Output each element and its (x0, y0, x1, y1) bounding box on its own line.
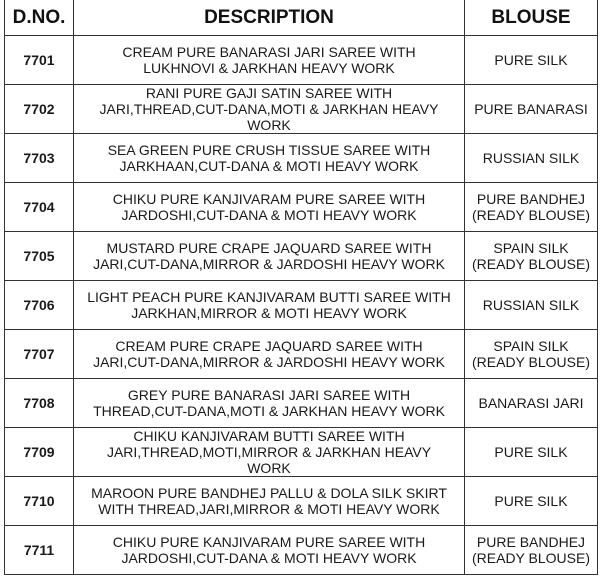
table-row: 7708 GREY PURE BANARASI JARI SAREE WITH TH… (4, 378, 598, 428)
description-line: JARI,CUT-DANA,MIRROR & JARDOSHI HEAVY WO… (93, 354, 445, 370)
table-row: 7704 CHIKU PURE KANJIVARAM PURE SAREE WIT… (4, 182, 598, 232)
blouse-cell: PURE BANDHEJ (READY BLOUSE) (464, 182, 598, 232)
description-line: JARDOSHI,CUT-DANA & MOTI HEAVY WORK (121, 207, 417, 223)
description-cell: MUSTARD PURE CRAPE JAQUARD SAREE WITH JAR… (73, 231, 465, 281)
description-line: THREAD,CUT-DANA,MOTI & JARKHAN HEAVY WOR… (93, 403, 445, 419)
design-number: 7711 (4, 525, 74, 575)
description-line: WORK (247, 460, 291, 476)
blouse-line: SPAIN SILK (493, 338, 569, 354)
saree-catalog-table: D.NO. DESCRIPTION BLOUSE 7701 CREAM PURE … (4, 0, 598, 575)
blouse-cell: SPAIN SILK (READY BLOUSE) (464, 231, 598, 281)
blouse-line: SPAIN SILK (493, 240, 569, 256)
table-row: 7702 RANI PURE GAJI SATIN SAREE WITH JARI,… (4, 84, 598, 134)
header-blouse: BLOUSE (464, 0, 598, 36)
description-cell: CHIKU PURE KANJIVARAM PURE SAREE WITH JAR… (73, 182, 465, 232)
description-cell: CREAM PURE CRAPE JAQUARD SAREE WITH JARI,… (73, 329, 465, 379)
table-row: 7711 CHIKU PURE KANJIVARAM PURE SAREE WIT… (4, 525, 598, 575)
table-row: 7705 MUSTARD PURE CRAPE JAQUARD SAREE WIT… (4, 231, 598, 281)
description-line: JARI,CUT-DANA,MIRROR & JARDOSHI HEAVY WO… (93, 256, 445, 272)
blouse-line: PURE BANARASI (474, 101, 588, 117)
design-number: 7702 (4, 84, 74, 134)
description-cell: LIGHT PEACH PURE KANJIVARAM BUTTI SAREE … (73, 280, 465, 330)
blouse-cell: PURE BANARASI (464, 84, 598, 134)
blouse-line: (READY BLOUSE) (472, 354, 590, 370)
blouse-cell: PURE SILK (464, 35, 598, 85)
table-row: 7706 LIGHT PEACH PURE KANJIVARAM BUTTI SA… (4, 280, 598, 330)
description-line: LUKHNOVI & JARKHAN HEAVY WORK (143, 60, 395, 76)
description-line: CREAM PURE BANARASI JARI SAREE WITH (122, 44, 416, 60)
header-row: D.NO. DESCRIPTION BLOUSE (4, 0, 598, 36)
table-row: 7701 CREAM PURE BANARASI JARI SAREE WITH L… (4, 35, 598, 85)
design-number: 7701 (4, 35, 74, 85)
blouse-line: (READY BLOUSE) (472, 550, 590, 566)
design-number: 7703 (4, 133, 74, 183)
design-number: 7708 (4, 378, 74, 428)
description-cell: SEA GREEN PURE CRUSH TISSUE SAREE WITH JA… (73, 133, 465, 183)
description-line: LIGHT PEACH PURE KANJIVARAM BUTTI SAREE … (87, 289, 451, 305)
description-line: RANI PURE GAJI SATIN SAREE WITH (145, 85, 393, 101)
blouse-line: PURE BANDHEJ (476, 534, 586, 550)
description-line: JARI,THREAD,MOTI,MIRROR & JARKHAN HEAVY (106, 444, 432, 460)
table-row: 7703 SEA GREEN PURE CRUSH TISSUE SAREE WI… (4, 133, 598, 183)
description-line: JARI,THREAD,CUT-DANA,MOTI & JARKHAN HEAV… (99, 101, 439, 117)
description-cell: CREAM PURE BANARASI JARI SAREE WITH LUKHN… (73, 35, 465, 85)
blouse-line: PURE SILK (494, 444, 568, 460)
blouse-cell: PURE BANDHEJ (READY BLOUSE) (464, 525, 598, 575)
header-description: DESCRIPTION (73, 0, 465, 36)
table-row: 7707 CREAM PURE CRAPE JAQUARD SAREE WITH J… (4, 329, 598, 379)
blouse-line: RUSSIAN SILK (482, 297, 580, 313)
description-line: JARKHAAN,CUT-DANA & MOTI HEAVY WORK (119, 158, 419, 174)
table-row: 7710 MAROON PURE BANDHEJ PALLU & DOLA SIL… (4, 476, 598, 526)
description-line: MAROON PURE BANDHEJ PALLU & DOLA SILK SK… (91, 485, 447, 501)
design-number: 7709 (4, 427, 74, 477)
blouse-cell: RUSSIAN SILK (464, 133, 598, 183)
description-line: CHIKU KANJIVARAM BUTTI SAREE WITH (133, 428, 405, 444)
blouse-line: RUSSIAN SILK (482, 150, 580, 166)
description-line: WORK (247, 117, 291, 133)
blouse-line: (READY BLOUSE) (472, 256, 590, 272)
description-line: JARDOSHI,CUT-DANA & MOTI HEAVY WORK (121, 550, 417, 566)
blouse-cell: BANARASI JARI (464, 378, 598, 428)
description-line: MUSTARD PURE CRAPE JAQUARD SAREE WITH (106, 240, 432, 256)
description-cell: RANI PURE GAJI SATIN SAREE WITH JARI,THRE… (73, 84, 465, 134)
header-dno: D.NO. (4, 0, 74, 36)
description-cell: MAROON PURE BANDHEJ PALLU & DOLA SILK SK… (73, 476, 465, 526)
blouse-cell: PURE SILK (464, 476, 598, 526)
description-cell: GREY PURE BANARASI JARI SAREE WITH THREAD… (73, 378, 465, 428)
design-number: 7704 (4, 182, 74, 232)
blouse-cell: RUSSIAN SILK (464, 280, 598, 330)
description-line: GREY PURE BANARASI JARI SAREE WITH (127, 387, 411, 403)
blouse-line: PURE BANDHEJ (476, 191, 586, 207)
description-line: CHIKU PURE KANJIVARAM PURE SAREE WITH (112, 191, 426, 207)
description-line: SEA GREEN PURE CRUSH TISSUE SAREE WITH (107, 142, 431, 158)
blouse-line: PURE SILK (494, 493, 568, 509)
description-line: JARKHAN,MIRROR & MOTI HEAVY WORK (131, 305, 407, 321)
blouse-line: (READY BLOUSE) (472, 207, 590, 223)
design-number: 7710 (4, 476, 74, 526)
description-cell: CHIKU PURE KANJIVARAM PURE SAREE WITH JAR… (73, 525, 465, 575)
blouse-line: PURE SILK (494, 52, 568, 68)
design-number: 7707 (4, 329, 74, 379)
description-cell: CHIKU KANJIVARAM BUTTI SAREE WITH JARI,TH… (73, 427, 465, 477)
description-line: CREAM PURE CRAPE JAQUARD SAREE WITH (115, 338, 423, 354)
design-number: 7705 (4, 231, 74, 281)
design-number: 7706 (4, 280, 74, 330)
blouse-cell: PURE SILK (464, 427, 598, 477)
table-body: 7701 CREAM PURE BANARASI JARI SAREE WITH L… (4, 35, 598, 575)
blouse-line: BANARASI JARI (478, 395, 584, 411)
description-line: CHIKU PURE KANJIVARAM PURE SAREE WITH (112, 534, 426, 550)
blouse-cell: SPAIN SILK (READY BLOUSE) (464, 329, 598, 379)
table-row: 7709 CHIKU KANJIVARAM BUTTI SAREE WITH JAR… (4, 427, 598, 477)
description-line: WITH THREAD,JARI,MIRROR & MOTI HEAVY WOR… (98, 501, 440, 517)
